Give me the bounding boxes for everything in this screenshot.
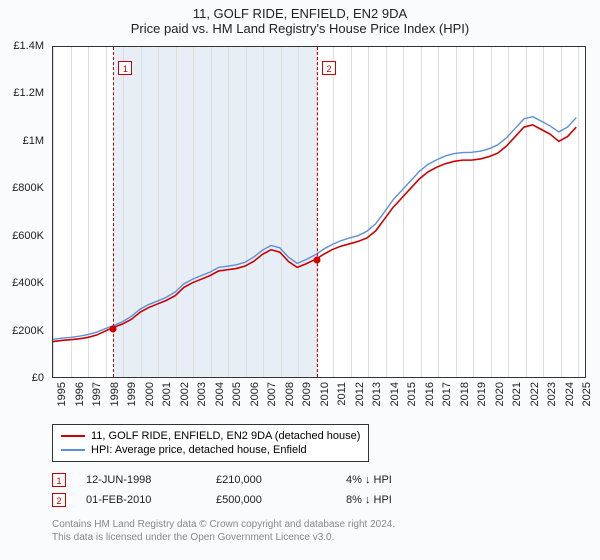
y-tick-label: £800K (12, 182, 44, 194)
x-tick-label: 2012 (354, 382, 366, 406)
transaction-date: 01-FEB-2010 (86, 494, 196, 506)
x-tick-label: 2001 (161, 382, 173, 406)
footer-attribution: Contains HM Land Registry data © Crown c… (52, 518, 395, 544)
x-tick-label: 2025 (581, 382, 593, 406)
transaction-date: 12-JUN-1998 (86, 474, 196, 486)
transaction-price: £500,000 (216, 494, 326, 506)
y-tick-label: £200K (12, 325, 44, 337)
x-tick-label: 2022 (529, 382, 541, 406)
x-tick-label: 2014 (389, 382, 401, 406)
x-tick-label: 2019 (476, 382, 488, 406)
transaction-diff: 8% ↓ HPI (346, 494, 446, 506)
legend-label: 11, GOLF RIDE, ENFIELD, EN2 9DA (detache… (91, 430, 360, 442)
x-tick-label: 2000 (144, 382, 156, 406)
footer-line1: Contains HM Land Registry data © Crown c… (52, 518, 395, 531)
y-tick-label: £1.2M (13, 87, 44, 99)
transaction-row: 1 12-JUN-1998 £210,000 4% ↓ HPI (52, 470, 572, 490)
x-tick-label: 2005 (231, 382, 243, 406)
x-tick-label: 2008 (284, 382, 296, 406)
x-tick-label: 2009 (301, 382, 313, 406)
legend-swatch (61, 435, 85, 437)
y-tick-label: £1M (23, 135, 44, 147)
x-tick-label: 2002 (179, 382, 191, 406)
x-tick-label: 1997 (91, 382, 103, 406)
transactions-table: 1 12-JUN-1998 £210,000 4% ↓ HPI 2 01-FEB-2010… (52, 470, 572, 510)
legend-row: HPI: Average price, detached house, Enfi… (61, 443, 360, 457)
x-tick-label: 2006 (249, 382, 261, 406)
plot-area: 12 (52, 46, 586, 378)
chart-subtitle: Price paid vs. HM Land Registry's House … (0, 21, 600, 40)
x-tick-label: 1995 (56, 382, 68, 406)
transaction-index-box: 2 (52, 493, 66, 507)
y-tick-label: £400K (12, 277, 44, 289)
y-tick-label: £600K (12, 230, 44, 242)
series-line-hpi (53, 117, 576, 340)
x-tick-label: 2010 (319, 382, 331, 406)
x-tick-label: 2004 (214, 382, 226, 406)
x-tick-label: 2015 (406, 382, 418, 406)
series-line-price_paid (53, 125, 576, 342)
chart-svg (53, 47, 585, 377)
x-tick-label: 2003 (196, 382, 208, 406)
x-tick-label: 2017 (441, 382, 453, 406)
transaction-price: £210,000 (216, 474, 326, 486)
reference-line (317, 47, 318, 377)
x-tick-label: 2023 (546, 382, 558, 406)
legend-row: 11, GOLF RIDE, ENFIELD, EN2 9DA (detache… (61, 429, 360, 443)
legend-box: 11, GOLF RIDE, ENFIELD, EN2 9DA (detache… (52, 424, 369, 462)
x-tick-label: 2020 (494, 382, 506, 406)
x-tick-label: 1999 (126, 382, 138, 406)
transaction-row: 2 01-FEB-2010 £500,000 8% ↓ HPI (52, 490, 572, 510)
x-tick-label: 1998 (109, 382, 121, 406)
x-tick-label: 2011 (336, 382, 348, 406)
transaction-index-box: 1 (52, 473, 66, 487)
y-tick-label: £1.4M (13, 40, 44, 52)
x-tick-label: 2016 (424, 382, 436, 406)
reference-marker-box: 2 (322, 61, 336, 75)
x-tick-label: 2024 (564, 382, 576, 406)
x-tick-label: 2018 (459, 382, 471, 406)
legend-swatch (61, 449, 85, 451)
x-axis-labels: 1995 1996 1997 1998 1999 2000 2001 2002 2003 2004… (52, 380, 586, 420)
y-axis-labels: £0£200K£400K£600K£800K£1M£1.2M£1.4M (0, 46, 48, 378)
chart-container: 11, GOLF RIDE, ENFIELD, EN2 9DA Price pa… (0, 0, 600, 560)
x-tick-label: 2021 (511, 382, 523, 406)
transaction-diff: 4% ↓ HPI (346, 474, 446, 486)
data-marker (314, 257, 321, 264)
data-marker (110, 326, 117, 333)
x-tick-label: 2007 (266, 382, 278, 406)
y-tick-label: £0 (32, 372, 44, 384)
chart-title: 11, GOLF RIDE, ENFIELD, EN2 9DA (0, 0, 600, 21)
footer-line2: This data is licensed under the Open Gov… (52, 531, 395, 544)
reference-marker-box: 1 (118, 61, 132, 75)
x-tick-label: 1996 (74, 382, 86, 406)
legend-label: HPI: Average price, detached house, Enfi… (91, 444, 307, 456)
x-tick-label: 2013 (371, 382, 383, 406)
